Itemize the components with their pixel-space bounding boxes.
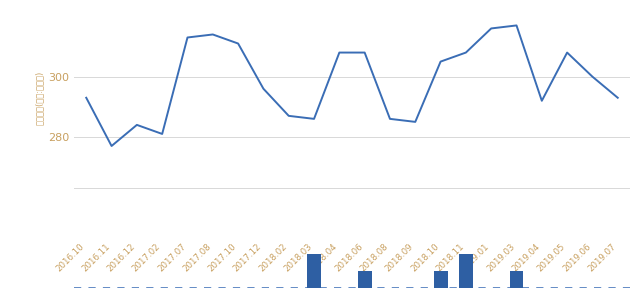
- Y-axis label: 거래금액(단위:백만원): 거래금액(단위:백만원): [35, 71, 44, 125]
- Bar: [509, 271, 524, 288]
- Bar: [459, 253, 473, 288]
- Bar: [434, 271, 447, 288]
- Bar: [358, 271, 372, 288]
- Bar: [307, 253, 321, 288]
